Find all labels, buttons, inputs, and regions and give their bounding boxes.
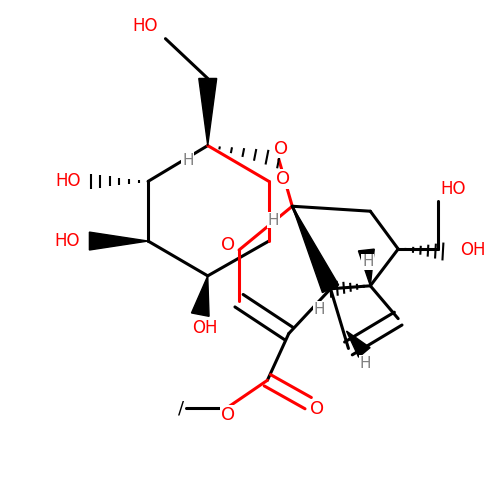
Text: H: H xyxy=(314,302,326,317)
Polygon shape xyxy=(199,78,216,146)
Text: HO: HO xyxy=(440,180,466,198)
Text: OH: OH xyxy=(460,242,486,260)
Text: HO: HO xyxy=(56,172,81,190)
Text: H: H xyxy=(182,153,194,168)
Polygon shape xyxy=(90,232,148,250)
Text: O: O xyxy=(220,406,234,424)
Text: H: H xyxy=(362,254,374,270)
Text: O: O xyxy=(221,236,235,254)
Text: HO: HO xyxy=(132,17,158,35)
Polygon shape xyxy=(346,331,370,357)
Text: /: / xyxy=(178,399,184,417)
Text: H: H xyxy=(360,356,371,371)
Text: HO: HO xyxy=(54,232,80,250)
Text: O: O xyxy=(276,170,290,188)
Polygon shape xyxy=(192,276,209,316)
Text: O: O xyxy=(310,400,324,418)
Polygon shape xyxy=(358,249,374,286)
Polygon shape xyxy=(292,206,339,292)
Text: O: O xyxy=(274,140,288,158)
Text: OH: OH xyxy=(192,319,218,337)
Text: H: H xyxy=(268,212,279,228)
